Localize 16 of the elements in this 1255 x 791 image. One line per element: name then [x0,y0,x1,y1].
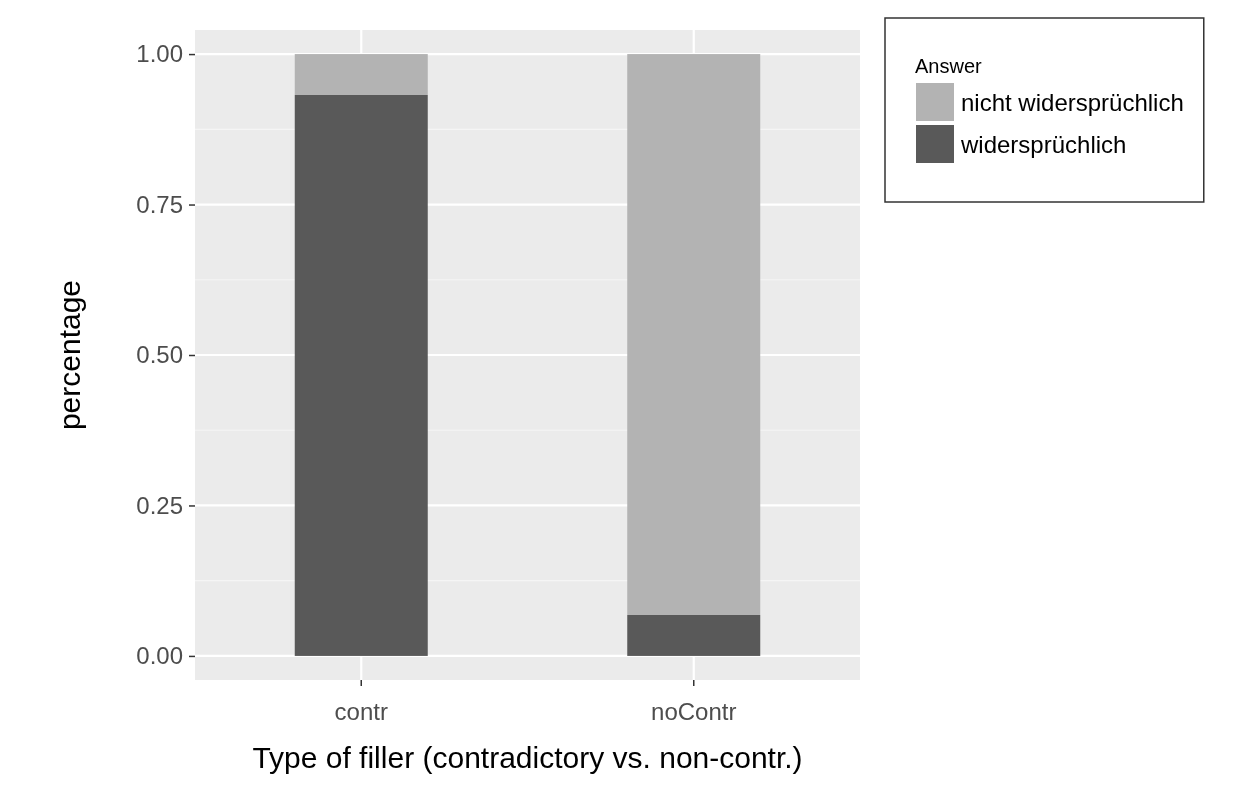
y-tick-label: 0.50 [136,341,183,369]
legend-title: Answer [915,55,983,77]
bar [627,54,761,615]
y-tick-label: 0.00 [136,642,183,670]
y-tick-label: 1.00 [136,40,183,68]
bar [294,54,428,95]
x-tick-label: contr [334,698,388,725]
legend-label: nicht widersprüchlich [961,89,1184,116]
y-axis-title: percentage [53,279,86,431]
x-axis-title: Type of filler (contradictory vs. non-contr.) [252,741,803,774]
y-tick-label: 0.25 [136,491,183,519]
x-tick-label: noContr [651,698,737,725]
bar [627,615,761,656]
bar [294,95,428,656]
y-tick-label: 0.75 [136,190,183,218]
legend-label: widersprüchlich [960,131,1127,158]
